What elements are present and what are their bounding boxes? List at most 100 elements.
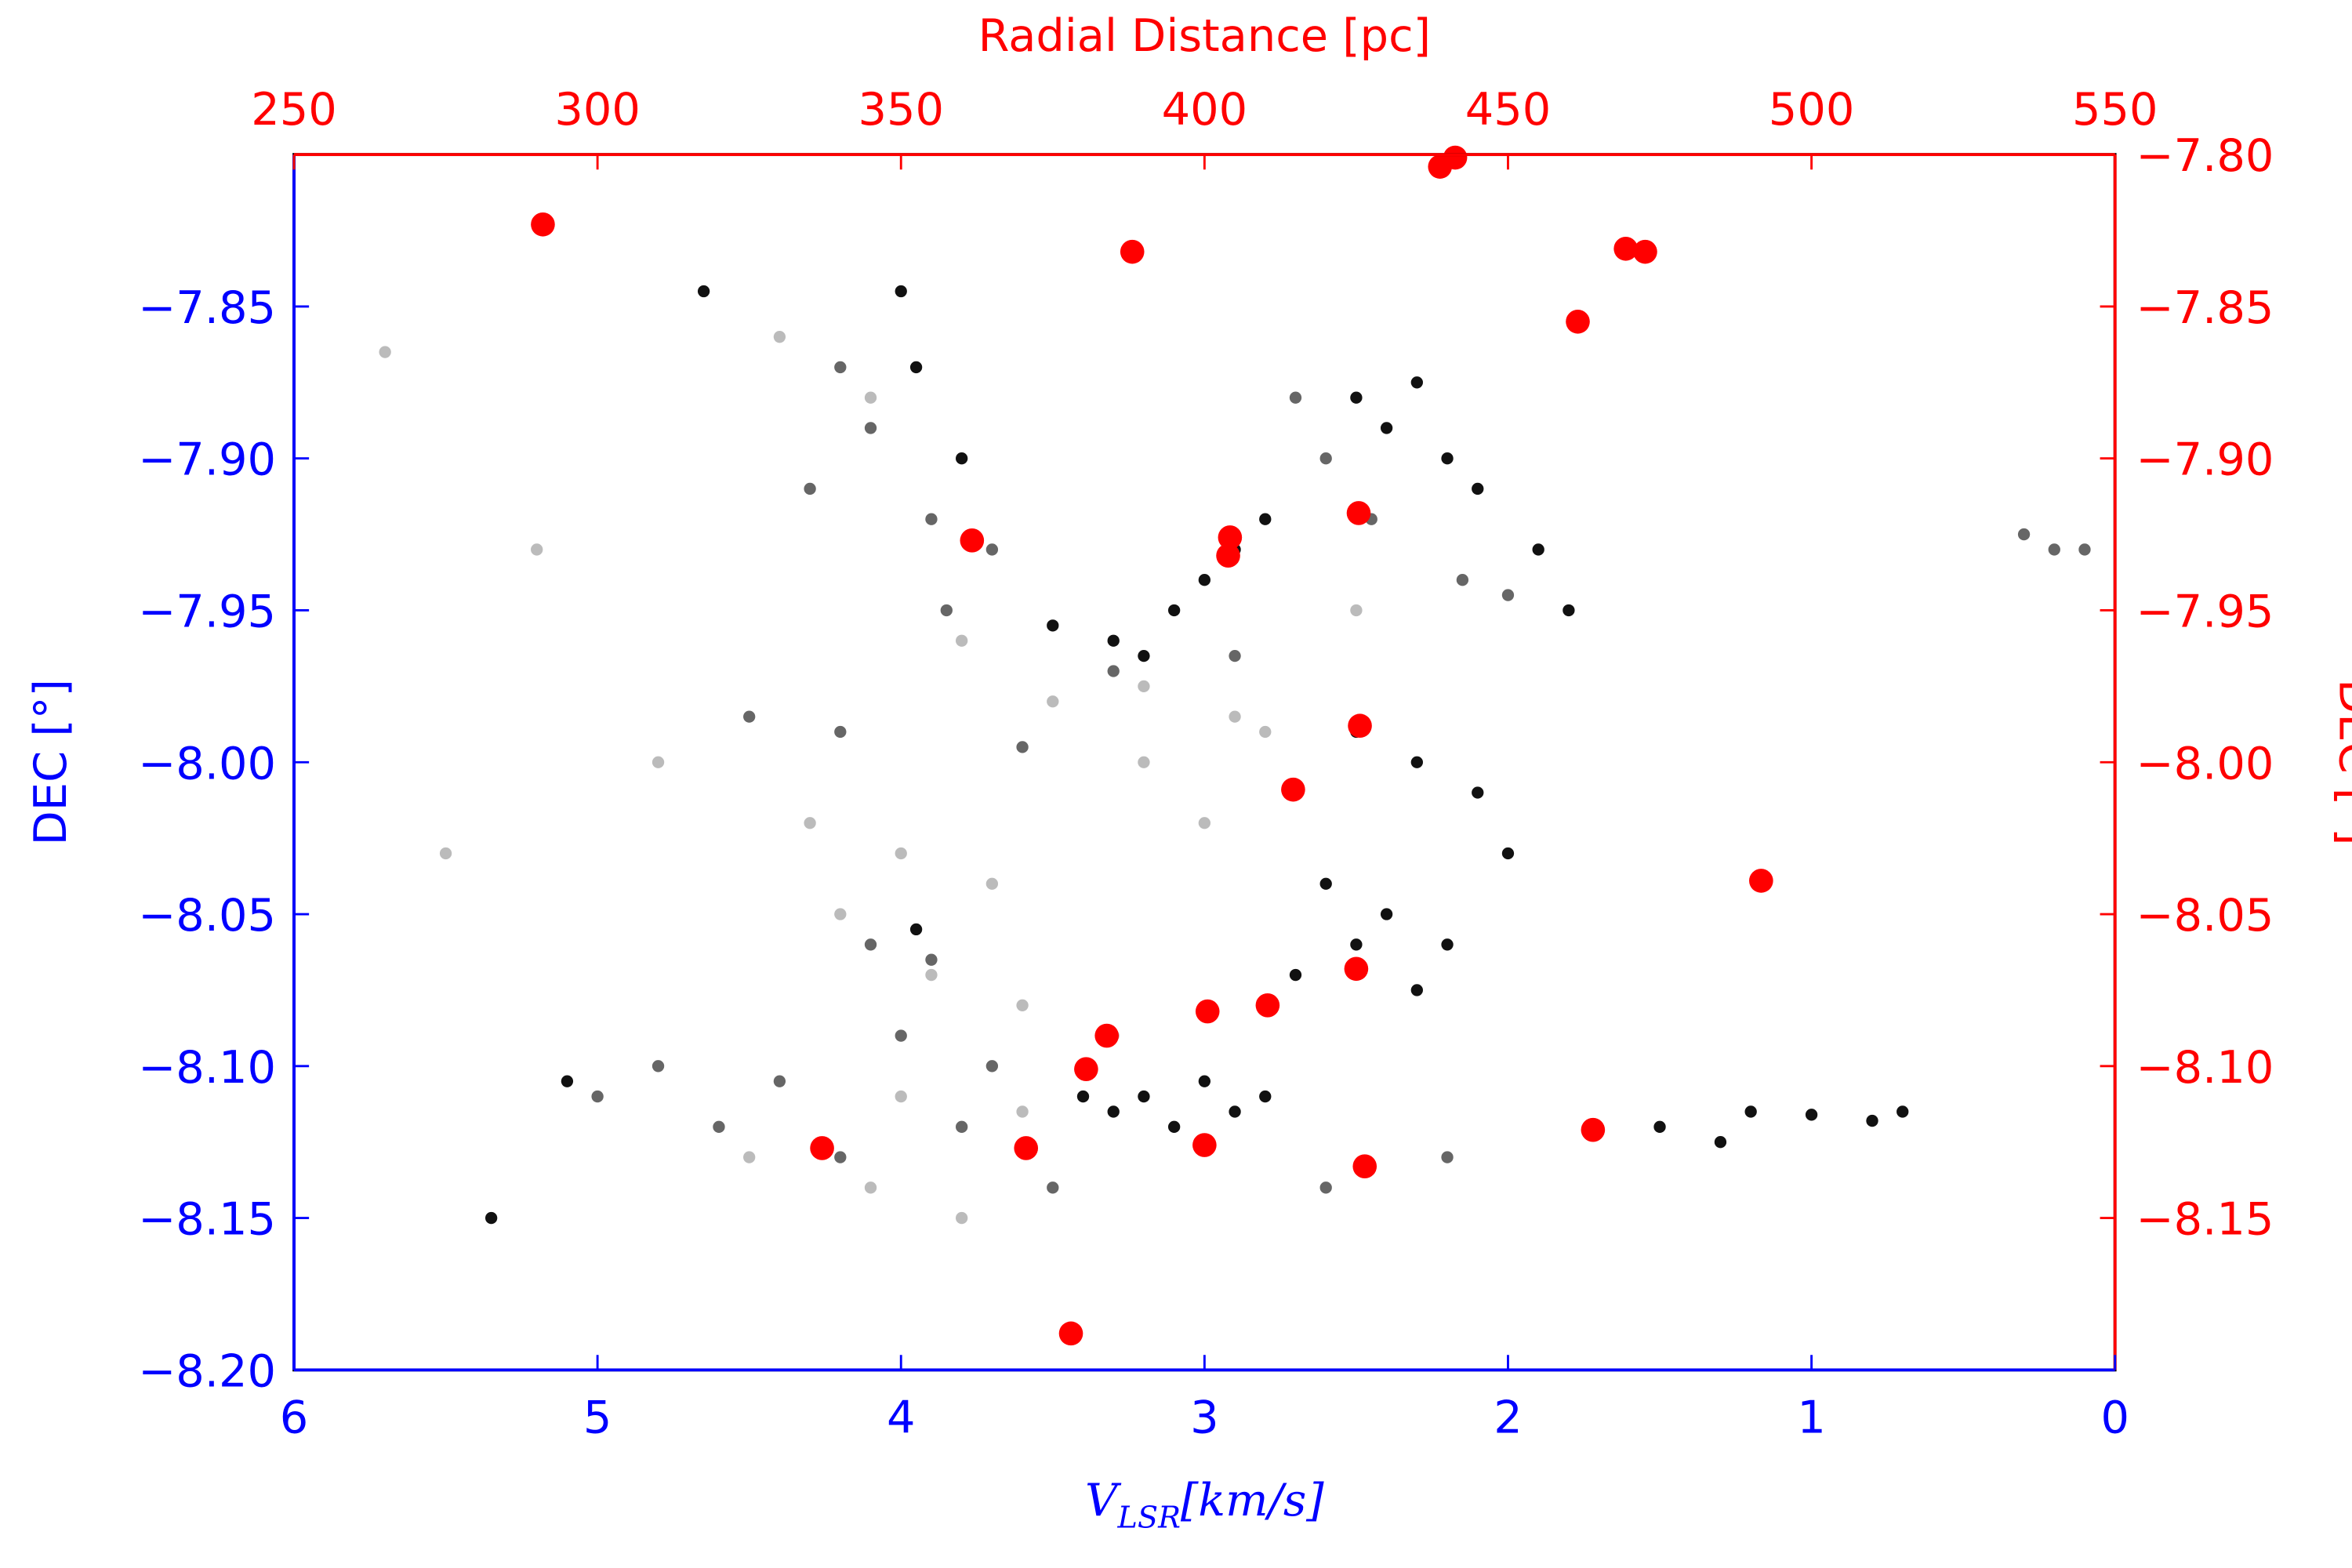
distance-point bbox=[1255, 993, 1280, 1018]
y-tick-label: −8.00 bbox=[138, 737, 276, 789]
velocity-point bbox=[909, 361, 923, 374]
velocity-point bbox=[1138, 756, 1150, 768]
velocity-point bbox=[895, 285, 907, 298]
velocity-point bbox=[1167, 1120, 1181, 1133]
distance-point bbox=[1348, 713, 1372, 739]
velocity-point bbox=[1532, 543, 1544, 556]
velocity-point bbox=[743, 1151, 756, 1163]
y-tick-label: −8.10 bbox=[138, 1041, 276, 1094]
velocity-point bbox=[1410, 984, 1423, 996]
x2-tick-label: 400 bbox=[1162, 83, 1248, 136]
y2-tick-label: −8.10 bbox=[2136, 1041, 2274, 1094]
y-tick-label: −7.90 bbox=[138, 434, 276, 486]
velocity-point bbox=[1047, 619, 1059, 632]
velocity-point bbox=[1107, 634, 1120, 647]
right-axis-label: DEC [°] bbox=[2329, 679, 2352, 845]
velocity-point bbox=[2048, 543, 2060, 556]
velocity-point bbox=[1167, 604, 1181, 617]
x2-tick-label: 350 bbox=[858, 83, 944, 136]
velocity-point bbox=[1896, 1105, 1909, 1118]
distance-point bbox=[1014, 1136, 1039, 1160]
y2-tick-label: −7.90 bbox=[2136, 434, 2274, 486]
velocity-point bbox=[1866, 1114, 1878, 1127]
velocity-point bbox=[985, 1060, 999, 1073]
velocity-point bbox=[1259, 725, 1272, 739]
y2-tick-label: −8.15 bbox=[2136, 1193, 2274, 1246]
x2-tick-label: 250 bbox=[251, 83, 337, 136]
velocity-point bbox=[864, 391, 877, 404]
velocity-point bbox=[743, 710, 756, 723]
velocity-point bbox=[1107, 665, 1120, 677]
velocity-point bbox=[985, 877, 999, 890]
velocity-point bbox=[1501, 589, 1515, 601]
velocity-point bbox=[956, 634, 968, 647]
velocity-point bbox=[1138, 680, 1150, 693]
left-axis-label: DEC [°] bbox=[24, 679, 77, 845]
velocity-point bbox=[439, 847, 452, 860]
distance-point bbox=[1120, 239, 1145, 264]
x-tick-label: 6 bbox=[280, 1392, 309, 1444]
velocity-point bbox=[985, 543, 999, 556]
velocity-point bbox=[895, 1090, 907, 1103]
velocity-point bbox=[1380, 908, 1393, 920]
x2-tick-label: 450 bbox=[1465, 83, 1552, 136]
velocity-point bbox=[2078, 543, 2091, 556]
velocity-point bbox=[925, 968, 938, 982]
velocity-point bbox=[379, 346, 391, 358]
velocity-point bbox=[864, 938, 877, 951]
velocity-point bbox=[895, 1029, 907, 1042]
velocity-point bbox=[561, 1075, 574, 1087]
velocity-point bbox=[1805, 1109, 1818, 1121]
distance-point bbox=[1581, 1117, 1606, 1142]
velocity-point bbox=[531, 543, 543, 556]
velocity-point bbox=[1198, 1075, 1211, 1087]
velocity-point bbox=[956, 1211, 968, 1225]
y-tick-label: −7.95 bbox=[138, 586, 276, 638]
velocity-point bbox=[485, 1211, 498, 1225]
velocity-point bbox=[773, 1075, 786, 1087]
velocity-point bbox=[864, 422, 877, 434]
velocity-point bbox=[1319, 1181, 1332, 1194]
velocity-point bbox=[864, 1181, 877, 1194]
distance-point bbox=[810, 1136, 834, 1160]
velocity-point bbox=[1016, 1105, 1029, 1118]
x-tick-label: 5 bbox=[583, 1392, 612, 1444]
y2-tick-label: −8.05 bbox=[2136, 889, 2274, 942]
velocity-point bbox=[1350, 938, 1363, 951]
velocity-point bbox=[1319, 452, 1332, 465]
distance-point bbox=[1443, 145, 1468, 170]
y2-tick-label: −8.00 bbox=[2136, 737, 2274, 789]
x-tick-label: 1 bbox=[1797, 1392, 1826, 1444]
y2-tick-label: −7.95 bbox=[2136, 586, 2274, 638]
velocity-point bbox=[1259, 1090, 1272, 1103]
velocity-point bbox=[1744, 1105, 1757, 1118]
velocity-point bbox=[909, 923, 923, 936]
velocity-point bbox=[1047, 695, 1059, 708]
velocity-point bbox=[1138, 649, 1150, 662]
velocity-point bbox=[1472, 482, 1484, 495]
velocity-point bbox=[1289, 391, 1302, 404]
distance-point bbox=[531, 212, 555, 237]
velocity-point bbox=[1350, 391, 1363, 404]
velocity-point bbox=[697, 285, 710, 298]
distance-point bbox=[1192, 1133, 1217, 1157]
velocity-point bbox=[1076, 1090, 1090, 1103]
label-rest: [km/s] bbox=[1181, 1474, 1324, 1526]
bottom-axis-label: VLSR[km/s] bbox=[1085, 1474, 1324, 1535]
velocity-point bbox=[713, 1120, 725, 1133]
y2-tick-label: −7.85 bbox=[2136, 281, 2274, 334]
distance-point bbox=[960, 528, 985, 553]
distance-point bbox=[1195, 999, 1220, 1024]
velocity-point bbox=[1501, 847, 1515, 860]
velocity-point bbox=[1198, 574, 1211, 586]
distance-point bbox=[1058, 1321, 1083, 1346]
velocity-point bbox=[804, 482, 816, 495]
velocity-point bbox=[1229, 649, 1241, 662]
velocity-point bbox=[652, 1060, 665, 1073]
velocity-point bbox=[1259, 513, 1272, 525]
x-tick-label: 4 bbox=[887, 1392, 916, 1444]
distance-point bbox=[1566, 309, 1590, 334]
distance-point bbox=[1218, 525, 1243, 550]
